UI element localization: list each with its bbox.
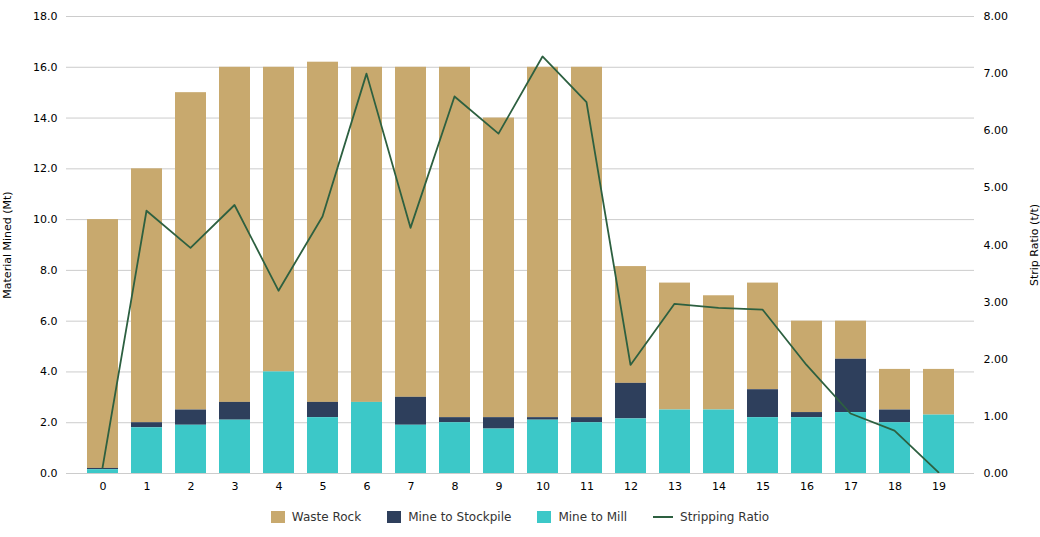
- svg-text:19: 19: [932, 480, 946, 493]
- svg-text:5: 5: [320, 480, 327, 493]
- svg-text:10: 10: [536, 480, 550, 493]
- svg-text:6.00: 6.00: [984, 124, 1009, 137]
- svg-text:8.0: 8.0: [40, 264, 58, 277]
- svg-text:0: 0: [100, 480, 107, 493]
- html-text:Waste Rock: Waste Rock: [291, 510, 362, 524]
- svg-text:3.00: 3.00: [984, 296, 1009, 309]
- svg-text:4: 4: [276, 480, 283, 493]
- svg-text:2.0: 2.0: [40, 416, 58, 429]
- svg-text:14.0: 14.0: [33, 112, 58, 125]
- svg-text:0.00: 0.00: [984, 467, 1009, 480]
- svg-text:6: 6: [364, 480, 371, 493]
- svg-text:17: 17: [844, 480, 858, 493]
- svg-text:1: 1: [144, 480, 151, 493]
- svg-text:16: 16: [800, 480, 814, 493]
- html-text:Mine to Mill: Mine to Mill: [558, 510, 628, 524]
- svg-text:18: 18: [888, 480, 902, 493]
- svg-text:1.00: 1.00: [984, 410, 1009, 423]
- svg-text:9: 9: [496, 480, 503, 493]
- svg-text:12: 12: [624, 480, 638, 493]
- svg-text:Material Mined (Mt): Material Mined (Mt): [1, 191, 14, 298]
- svg-text:12.0: 12.0: [33, 162, 58, 175]
- svg-text:6.0: 6.0: [40, 315, 58, 328]
- svg-text:4.00: 4.00: [984, 239, 1009, 252]
- svg-text:3: 3: [232, 480, 239, 493]
- svg-text:2: 2: [188, 480, 195, 493]
- svg-text:2.00: 2.00: [984, 353, 1009, 366]
- svg-text:16.0: 16.0: [33, 61, 58, 74]
- svg-text:7: 7: [408, 480, 415, 493]
- svg-text:10.0: 10.0: [33, 213, 58, 226]
- svg-text:7.00: 7.00: [984, 67, 1009, 80]
- svg-text:13: 13: [668, 480, 682, 493]
- svg-text:8.00: 8.00: [984, 10, 1009, 23]
- svg-text:0.0: 0.0: [40, 467, 58, 480]
- svg-text:4.0: 4.0: [40, 365, 58, 378]
- svg-text:18.0: 18.0: [33, 10, 58, 23]
- svg-text:14: 14: [712, 480, 726, 493]
- html-text:Mine to Stockpile: Mine to Stockpile: [408, 510, 512, 524]
- svg-text:11: 11: [580, 480, 594, 493]
- html-text:Stripping Ratio: Stripping Ratio: [680, 510, 770, 524]
- svg-text:5.00: 5.00: [984, 181, 1009, 194]
- svg-text:8: 8: [452, 480, 459, 493]
- svg-text:Strip Ratio (t/t): Strip Ratio (t/t): [1028, 204, 1040, 286]
- svg-text:15: 15: [756, 480, 770, 493]
